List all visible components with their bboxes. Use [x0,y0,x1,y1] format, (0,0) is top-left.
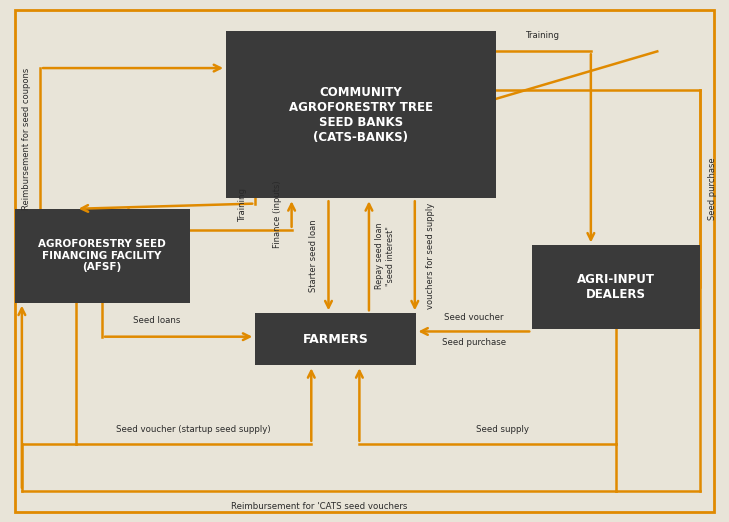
Text: Seed purchase: Seed purchase [442,338,506,347]
Text: Seed purchase: Seed purchase [709,157,717,220]
Text: Seed voucher: Seed voucher [444,313,504,322]
Text: COMMUNITY
AGROFORESTRY TREE
SEED BANKS
(CATS-BANKS): COMMUNITY AGROFORESTRY TREE SEED BANKS (… [289,86,433,144]
Text: Seed loans: Seed loans [133,316,180,325]
Text: Starter seed loan: Starter seed loan [309,219,319,292]
Text: AGROFORESTRY SEED
FINANCING FACILITY
(AFSF): AGROFORESTRY SEED FINANCING FACILITY (AF… [38,239,166,272]
Text: AGRI-INPUT
DEALERS: AGRI-INPUT DEALERS [577,273,655,301]
Text: Seed voucher (startup seed supply): Seed voucher (startup seed supply) [116,425,271,434]
Text: Seed supply: Seed supply [476,425,529,434]
Text: Reimbursement for 'CATS seed vouchers: Reimbursement for 'CATS seed vouchers [231,502,407,511]
Text: vouchers for seed supply: vouchers for seed supply [426,203,435,309]
Text: Finance (inputs): Finance (inputs) [273,180,281,248]
Text: Repay seed loan
"seed interest": Repay seed loan "seed interest" [375,222,394,289]
Text: Reimbursement for seed coupons: Reimbursement for seed coupons [23,67,31,209]
Text: Training: Training [526,31,561,40]
Text: FARMERS: FARMERS [303,333,368,346]
FancyBboxPatch shape [255,313,416,365]
FancyBboxPatch shape [226,31,496,198]
FancyBboxPatch shape [15,209,190,303]
FancyBboxPatch shape [532,245,700,329]
Text: Training: Training [238,186,246,221]
